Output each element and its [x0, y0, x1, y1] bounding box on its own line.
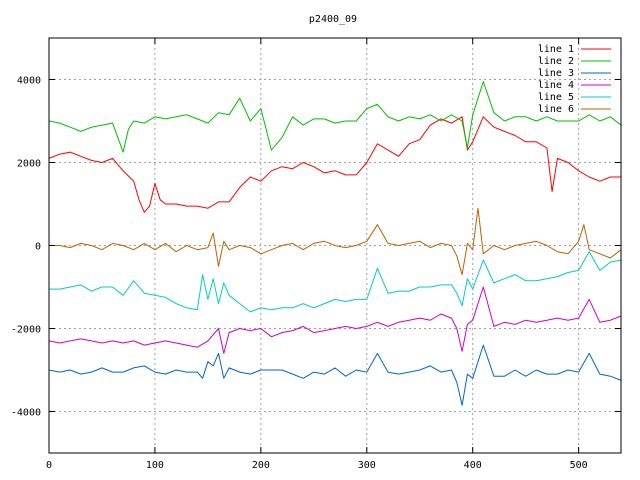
legend-label-4: line 4 — [538, 80, 574, 91]
legend-label-2: line 2 — [538, 56, 574, 67]
series-layer — [48, 81, 622, 406]
y-tick-label: 2000 — [17, 159, 41, 170]
x-tick-label: 300 — [358, 460, 376, 471]
x-tick-label: 0 — [46, 460, 52, 471]
x-tick-label: 500 — [570, 460, 588, 471]
chart-title: p2400_09 — [309, 14, 357, 25]
y-tick-label: 0 — [35, 242, 41, 253]
series-line-6 — [49, 207, 622, 276]
x-tick-label: 400 — [464, 460, 482, 471]
y-tick-label: -2000 — [11, 325, 41, 336]
series-line-5 — [49, 251, 622, 313]
y-tick-label: -4000 — [11, 408, 41, 419]
series-line-2 — [48, 81, 622, 153]
x-tick-label: 200 — [252, 460, 270, 471]
series-line-3 — [48, 344, 622, 406]
x-tick-label: 100 — [146, 460, 164, 471]
series-line-1 — [48, 116, 621, 213]
series-line-4 — [48, 286, 622, 354]
legend-label-3: line 3 — [538, 68, 574, 79]
legend-label-1: line 1 — [538, 44, 574, 55]
axes: 0 100 200 300 400 500 -4000 -2000 0 2000 4000 — [11, 37, 622, 471]
legend-label-5: line 5 — [538, 92, 574, 103]
legend-label-6: line 6 — [538, 104, 574, 115]
y-tick-label: 4000 — [17, 76, 41, 87]
